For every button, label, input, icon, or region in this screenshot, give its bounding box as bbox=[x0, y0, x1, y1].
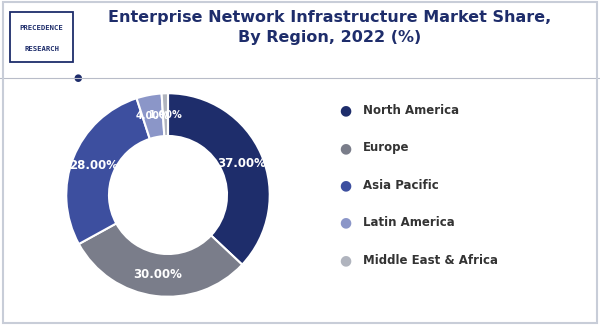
Text: Europe: Europe bbox=[363, 141, 409, 154]
Text: Enterprise Network Infrastructure Market Share,
By Region, 2022 (%): Enterprise Network Infrastructure Market… bbox=[109, 10, 551, 45]
Text: 4.00%: 4.00% bbox=[136, 111, 170, 121]
Text: 30.00%: 30.00% bbox=[133, 268, 182, 281]
Text: ●: ● bbox=[339, 178, 351, 192]
Text: Asia Pacific: Asia Pacific bbox=[363, 179, 439, 192]
Wedge shape bbox=[137, 94, 164, 139]
Wedge shape bbox=[66, 98, 150, 244]
Text: 28.00%: 28.00% bbox=[69, 159, 118, 172]
Text: ●: ● bbox=[339, 141, 351, 155]
Text: ●: ● bbox=[339, 215, 351, 230]
Text: 1.00%: 1.00% bbox=[149, 110, 182, 120]
Text: ●: ● bbox=[74, 73, 82, 83]
Text: North America: North America bbox=[363, 104, 459, 117]
Text: ●: ● bbox=[339, 103, 351, 118]
FancyBboxPatch shape bbox=[10, 11, 73, 61]
Text: RESEARCH: RESEARCH bbox=[24, 46, 59, 52]
Text: 37.00%: 37.00% bbox=[217, 157, 266, 170]
Text: Middle East & Africa: Middle East & Africa bbox=[363, 254, 498, 266]
Text: PRECEDENCE: PRECEDENCE bbox=[20, 25, 64, 31]
Text: ●: ● bbox=[339, 253, 351, 267]
Wedge shape bbox=[161, 93, 168, 136]
Wedge shape bbox=[79, 223, 242, 297]
Text: Latin America: Latin America bbox=[363, 216, 455, 229]
Wedge shape bbox=[168, 93, 270, 265]
